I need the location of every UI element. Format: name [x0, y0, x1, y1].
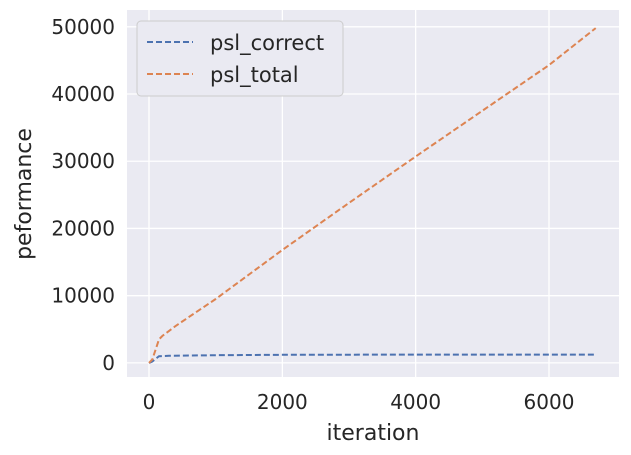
- x-tick-label: 4000: [390, 390, 441, 414]
- y-tick-label: 40000: [51, 82, 115, 106]
- y-tick-label: 50000: [51, 15, 115, 39]
- legend-box: [136, 20, 344, 97]
- x-tick-label: 2000: [257, 390, 308, 414]
- x-tick-label: 0: [143, 390, 156, 414]
- x-tick-label: 6000: [524, 390, 575, 414]
- x-axis-title: iteration: [327, 421, 420, 446]
- y-axis-title: peformance: [12, 128, 37, 260]
- y-tick-label: 0: [102, 351, 115, 375]
- legend-label-psl-total: psl_total: [210, 63, 299, 88]
- y-tick-label: 30000: [51, 149, 115, 173]
- legend-label-psl-correct: psl_correct: [210, 31, 324, 56]
- legend: psl_correct psl_total: [136, 20, 344, 97]
- series-line-psl-correct: [148, 353, 596, 364]
- tick-labels: 0 2000 4000 6000 0 10000 20000 30000 40000 50000: [51, 15, 574, 414]
- series-lines: [148, 27, 597, 364]
- y-tick-label: 20000: [51, 216, 115, 240]
- series-line-psl-total: [148, 27, 597, 364]
- y-tick-label: 10000: [51, 284, 115, 308]
